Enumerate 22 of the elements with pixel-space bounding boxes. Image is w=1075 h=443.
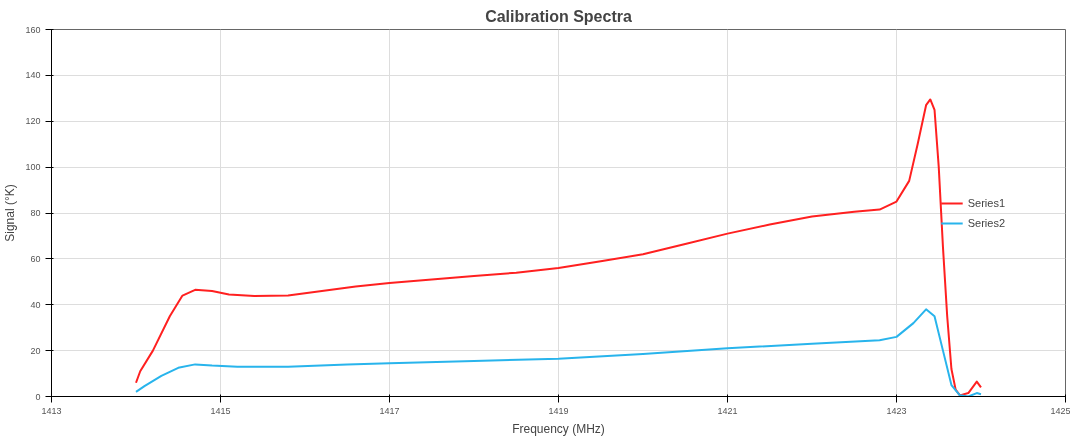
line-series: [135, 308, 982, 397]
x-tick-label: 1419: [548, 405, 569, 416]
legend-label: Series1: [967, 196, 1005, 209]
chart-title: Calibration Spectra: [485, 7, 632, 25]
y-tick-label: 120: [25, 116, 41, 127]
x-tick-label: 1415: [210, 405, 231, 416]
x-tick-label: 1423: [886, 405, 907, 416]
y-axis-title: Signal (°K): [3, 184, 18, 242]
x-tick-label: 1413: [41, 405, 62, 416]
y-tick-label: 40: [30, 299, 41, 310]
y-tick-label: 100: [25, 162, 41, 173]
y-tick-label: 20: [30, 345, 41, 356]
y-tick-label: 160: [25, 24, 41, 35]
x-axis-title: Frequency (MHz): [512, 421, 605, 436]
x-tick-label: 1421: [717, 405, 738, 416]
y-tick-label: 60: [30, 253, 41, 264]
y-tick-label: 80: [30, 208, 41, 218]
x-tick-label: 1425: [1050, 405, 1071, 416]
x-tick-label: 1417: [379, 405, 400, 416]
y-tick-label: 0: [35, 391, 41, 402]
y-tick-label: 140: [25, 70, 41, 81]
legend-label: Series2: [967, 216, 1005, 229]
